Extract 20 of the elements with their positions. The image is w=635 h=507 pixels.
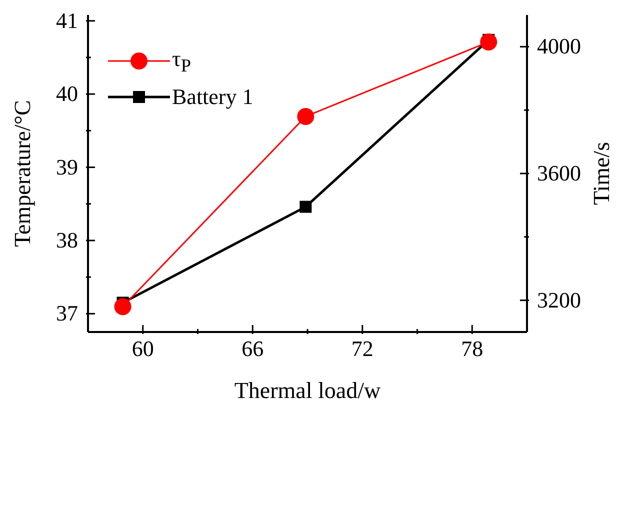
y2-tick-label: 3200 [537, 287, 581, 312]
y-tick-label: 41 [56, 8, 78, 33]
y-axis-title: Temperature/°C [10, 100, 36, 247]
x-tick-label: 60 [132, 336, 154, 361]
x-tick-label: 78 [461, 336, 484, 361]
legend-label: τ$_{P}$ [172, 46, 192, 76]
point [297, 108, 314, 125]
legend-label: Battery 1 [172, 84, 254, 110]
y-tick-label: 39 [56, 154, 78, 180]
y-tick-label: 40 [56, 81, 78, 106]
y-tick-label: 38 [56, 227, 78, 252]
y2-tick-label: 3600 [537, 160, 581, 186]
point [480, 33, 498, 50]
x-axis-title: Thermal load/w [234, 378, 382, 403]
y-tick-label: 37 [56, 300, 78, 326]
y2-axis-title: Time/s [589, 142, 614, 206]
x-tick-label: 66 [242, 336, 264, 361]
point [114, 298, 132, 316]
y2-tick-label: 4000 [537, 34, 581, 59]
x-tick-label: 72 [351, 336, 374, 361]
